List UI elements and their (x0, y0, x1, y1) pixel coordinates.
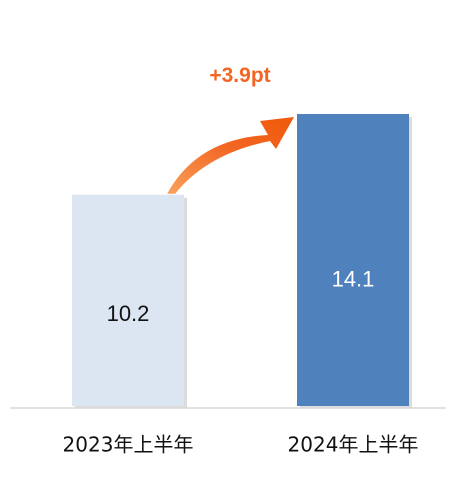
increase-arrow-icon (167, 117, 294, 194)
bars-layer: 10.2 14.1 (72, 114, 412, 408)
bar-value-label: 14.1 (332, 266, 375, 291)
bar-2024年上半年 (297, 114, 409, 406)
change-annotation: +3.9pt (209, 64, 270, 87)
category-labels: 2023年上半年 2024年上半年 (63, 433, 419, 457)
bar-2023年上半年 (72, 194, 184, 406)
category-label: 2023年上半年 (63, 433, 194, 457)
category-label: 2024年上半年 (288, 433, 419, 457)
bar-value-label: 10.2 (107, 301, 150, 326)
